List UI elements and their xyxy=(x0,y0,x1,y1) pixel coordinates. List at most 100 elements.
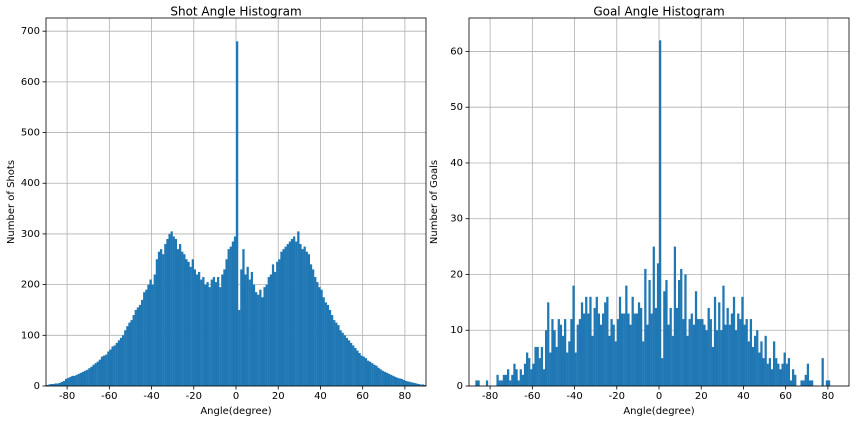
bar xyxy=(385,372,389,386)
bar xyxy=(354,347,357,386)
bar xyxy=(515,369,518,386)
bar xyxy=(773,341,776,386)
bar xyxy=(157,251,161,386)
bar xyxy=(640,307,643,386)
bar xyxy=(699,319,702,386)
bar xyxy=(52,383,55,386)
bar xyxy=(136,307,140,386)
bar xyxy=(722,285,725,386)
bar xyxy=(126,326,129,386)
bar xyxy=(555,346,558,386)
bar xyxy=(716,330,719,386)
bar xyxy=(532,363,535,386)
bar xyxy=(107,351,110,386)
bar xyxy=(92,364,95,386)
bar xyxy=(293,236,296,386)
bar xyxy=(221,274,224,386)
bar xyxy=(347,340,351,386)
bar xyxy=(549,352,552,386)
bar xyxy=(614,341,617,386)
bar xyxy=(694,291,698,386)
bar xyxy=(271,264,275,386)
y-axis-label: Number of Shots xyxy=(6,160,17,244)
bar xyxy=(236,41,239,386)
bar xyxy=(665,280,668,386)
bar xyxy=(606,296,609,386)
bar xyxy=(762,358,765,386)
bar xyxy=(286,244,289,386)
bar xyxy=(153,274,156,386)
x-tick-label: 80 xyxy=(399,391,412,402)
bar xyxy=(276,261,279,386)
bar xyxy=(141,299,144,386)
bar xyxy=(223,269,226,386)
bar xyxy=(724,324,727,386)
bar xyxy=(248,279,251,386)
bar xyxy=(402,379,406,386)
bar xyxy=(800,380,803,386)
bar xyxy=(576,324,579,386)
bar xyxy=(263,287,266,386)
bar xyxy=(231,241,235,386)
bar xyxy=(684,274,687,386)
bar xyxy=(60,381,64,386)
bar xyxy=(160,249,163,386)
axes: -80 -60 -40 -20 0 20 40 60 80 0 10 20 30 40 50 60 Goal A… xyxy=(429,5,850,417)
bar xyxy=(381,370,384,386)
x-tick-label: 20 xyxy=(272,391,285,402)
bar xyxy=(369,361,372,386)
bar xyxy=(364,358,368,386)
bar xyxy=(421,384,425,386)
bar xyxy=(195,274,199,386)
bar xyxy=(411,382,414,386)
bar xyxy=(711,346,715,386)
y-tick-label: 100 xyxy=(21,330,40,341)
bar xyxy=(646,324,649,386)
bar xyxy=(377,367,380,386)
bar xyxy=(730,313,734,386)
bar xyxy=(360,355,363,386)
bar xyxy=(212,277,216,386)
bar xyxy=(659,40,662,386)
bar xyxy=(358,353,361,386)
bar xyxy=(618,296,622,386)
bar xyxy=(309,264,313,386)
bar xyxy=(295,241,298,386)
bar xyxy=(578,319,582,386)
bar xyxy=(785,363,788,386)
bar xyxy=(705,330,708,386)
bar xyxy=(390,374,393,386)
bar xyxy=(111,346,114,386)
y-tick-label: 0 xyxy=(457,381,463,392)
bar xyxy=(656,263,660,386)
bar xyxy=(324,302,327,386)
bar xyxy=(371,363,374,386)
y-tick-label: 20 xyxy=(450,269,463,280)
bar xyxy=(307,254,311,386)
bar xyxy=(314,277,317,386)
bar xyxy=(242,249,245,386)
bar xyxy=(500,380,503,386)
bar xyxy=(542,369,546,386)
bar xyxy=(214,282,218,386)
y-tick-label: 400 xyxy=(21,178,40,189)
bar xyxy=(574,352,577,386)
x-tick-label: 60 xyxy=(779,391,792,402)
bar xyxy=(678,280,681,386)
bar xyxy=(709,319,712,386)
bar xyxy=(732,296,736,386)
x-tick-label: 20 xyxy=(695,391,708,402)
bar xyxy=(200,279,203,386)
bar xyxy=(513,363,516,386)
bar xyxy=(326,304,330,386)
bar xyxy=(566,352,569,386)
bar xyxy=(301,249,304,386)
bar xyxy=(526,352,529,386)
bar xyxy=(103,355,106,386)
bar xyxy=(124,330,127,386)
bar xyxy=(599,324,603,386)
bar xyxy=(229,246,232,386)
bar xyxy=(509,380,512,386)
bar xyxy=(507,369,510,386)
bar xyxy=(777,363,780,386)
